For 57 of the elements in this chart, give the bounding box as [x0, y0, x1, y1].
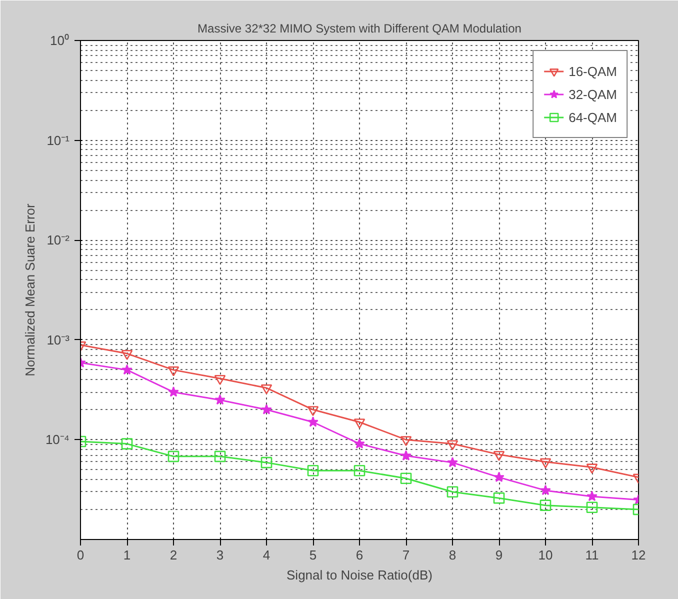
point: [307, 464, 319, 476]
y-tick-label: 10⁻³: [46, 332, 70, 348]
legend-label: 16-QAM: [568, 64, 617, 78]
point: [260, 384, 272, 394]
point: [586, 464, 598, 474]
point: [540, 458, 552, 468]
x-tick-label: 8: [448, 548, 456, 562]
x-tick-label: 2: [170, 548, 178, 562]
y-tick-label: 10⁻²: [46, 232, 70, 248]
point: [540, 500, 552, 511]
point: [308, 416, 318, 427]
y-axis-title: Normalized Mean Suare Error: [22, 202, 38, 376]
x-tick-label: 11: [585, 548, 599, 562]
point: [493, 451, 505, 461]
legend-label: 32-QAM: [568, 86, 617, 102]
legend-label: 64-QAM: [568, 110, 617, 124]
point: [121, 438, 133, 450]
chart-title: Massive 32*32 MIMO System with Different QAM Modulation: [198, 22, 522, 36]
point: [494, 472, 504, 482]
point: [214, 375, 226, 385]
point: [260, 456, 272, 468]
point: [214, 450, 226, 462]
x-tick-label: 4: [262, 548, 270, 562]
point: [400, 472, 412, 484]
point: [214, 394, 226, 405]
point: [400, 450, 412, 460]
point: [586, 502, 598, 513]
point: [446, 440, 458, 450]
point: [261, 404, 272, 414]
x-tick-label: 1: [123, 548, 131, 562]
point: [400, 436, 412, 446]
x-axis-title: Signal to Noise Ratio(dB): [286, 568, 432, 582]
point: [586, 490, 598, 502]
y-tick-label: 10⁻¹: [46, 132, 70, 148]
y-tick-label: 10⁻⁴: [45, 432, 70, 448]
point: [354, 438, 365, 448]
point: [168, 366, 180, 376]
point: [493, 492, 505, 504]
point: [354, 464, 366, 476]
x-tick-label: 0: [76, 548, 84, 562]
point: [447, 456, 458, 468]
point: [540, 484, 551, 496]
x-tick-label: 7: [402, 548, 410, 562]
point: [122, 364, 132, 375]
point: [121, 350, 133, 360]
point: [168, 450, 180, 462]
point: [307, 406, 319, 416]
y-tick-label: 10⁰: [50, 33, 70, 48]
x-tick-label: 6: [356, 548, 364, 562]
point: [354, 418, 366, 429]
x-tick-label: 3: [216, 548, 224, 562]
point: [446, 486, 458, 498]
x-tick-label: 10: [538, 548, 553, 562]
x-tick-label: 5: [309, 548, 317, 562]
x-tick-label: 9: [495, 548, 503, 562]
point: [168, 386, 179, 397]
x-tick-label: 12: [631, 548, 646, 562]
